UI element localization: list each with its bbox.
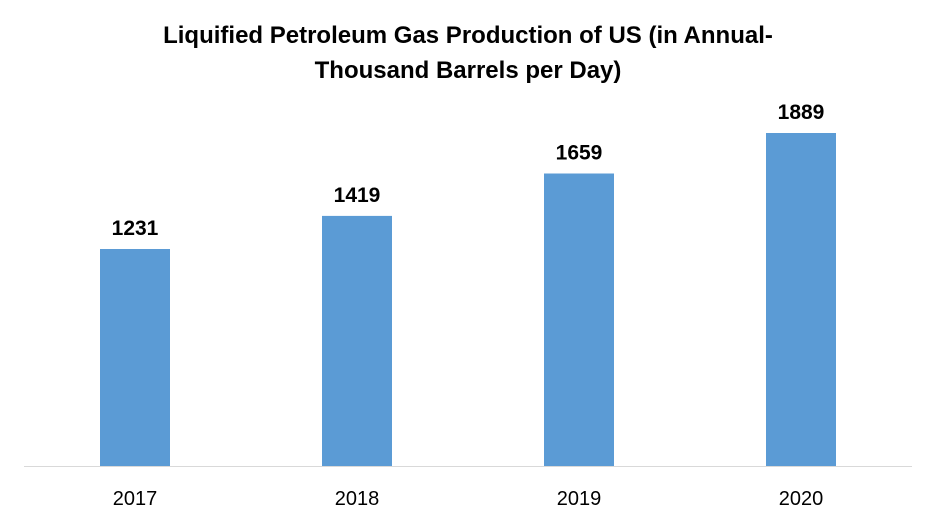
bar-2017 — [100, 249, 170, 466]
chart-title: Liquified Petroleum Gas Production of US… — [0, 18, 936, 88]
x-tick-label-2018: 2018 — [335, 488, 380, 510]
data-label-2020: 1889 — [778, 101, 825, 124]
x-tick-label-2017: 2017 — [113, 488, 158, 510]
data-label-2019: 1659 — [556, 142, 603, 165]
x-tick-labels-group: 2017 2018 2019 2020 — [113, 488, 824, 510]
bars-group — [100, 133, 836, 466]
data-label-2018: 1419 — [334, 184, 381, 207]
chart-title-line-1: Liquified Petroleum Gas Production of US… — [163, 22, 773, 49]
bar-2018 — [322, 215, 392, 466]
x-tick-label-2020: 2020 — [779, 488, 824, 510]
data-label-2017: 1231 — [112, 217, 159, 240]
chart-title-line-2: Thousand Barrels per Day) — [314, 57, 622, 84]
bar-2020 — [766, 133, 836, 466]
data-labels-group: 1231 1419 1659 1889 — [112, 101, 825, 240]
x-tick-label-2019: 2019 — [557, 488, 602, 510]
bar-2019 — [544, 173, 614, 466]
